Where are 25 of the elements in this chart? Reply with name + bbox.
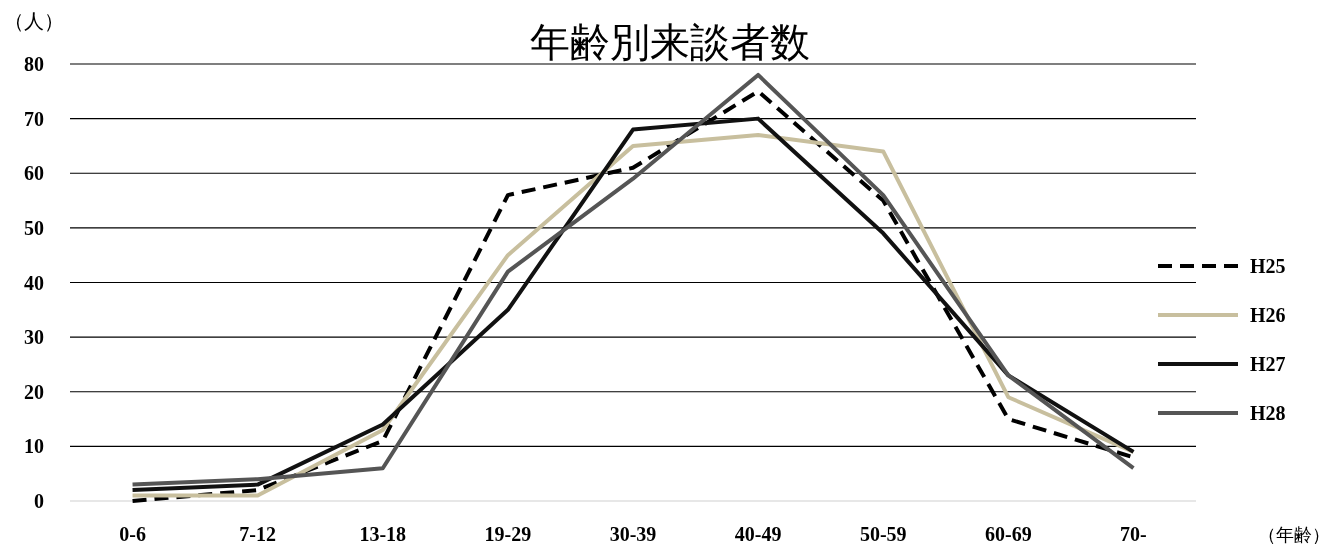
x-axis-title: （年齢） (1258, 524, 1330, 545)
y-tick-label: 20 (24, 380, 44, 403)
x-tick-label: 50-59 (859, 523, 907, 545)
x-tick-label: 0-6 (119, 523, 146, 545)
x-tick-label: 40-49 (734, 523, 782, 545)
y-tick-label: 40 (24, 271, 44, 294)
x-tick-label: 60-69 (985, 523, 1032, 545)
y-tick-label: 80 (24, 53, 44, 75)
x-tick-label: 13-18 (359, 523, 407, 545)
legend-label: H28 (1250, 402, 1286, 424)
x-tick-label: 70- (1120, 523, 1147, 545)
y-axis-title: （人） (4, 9, 64, 33)
x-tick-label: 19-29 (484, 523, 532, 545)
y-tick-label: 0 (34, 490, 44, 512)
y-tick-label: 10 (24, 435, 44, 458)
chart-title: 年齢別来談者数 (530, 19, 810, 65)
legend-label: H25 (1250, 255, 1286, 277)
y-tick-label: 70 (24, 107, 44, 130)
y-tick-label: 30 (24, 326, 44, 349)
y-tick-label: 50 (24, 216, 44, 239)
legend-label: H27 (1250, 353, 1286, 375)
x-tick-label: 7-12 (239, 523, 276, 545)
x-tick-label: 30-39 (609, 523, 657, 545)
y-tick-label: 60 (24, 162, 44, 185)
legend-label: H26 (1250, 304, 1286, 326)
